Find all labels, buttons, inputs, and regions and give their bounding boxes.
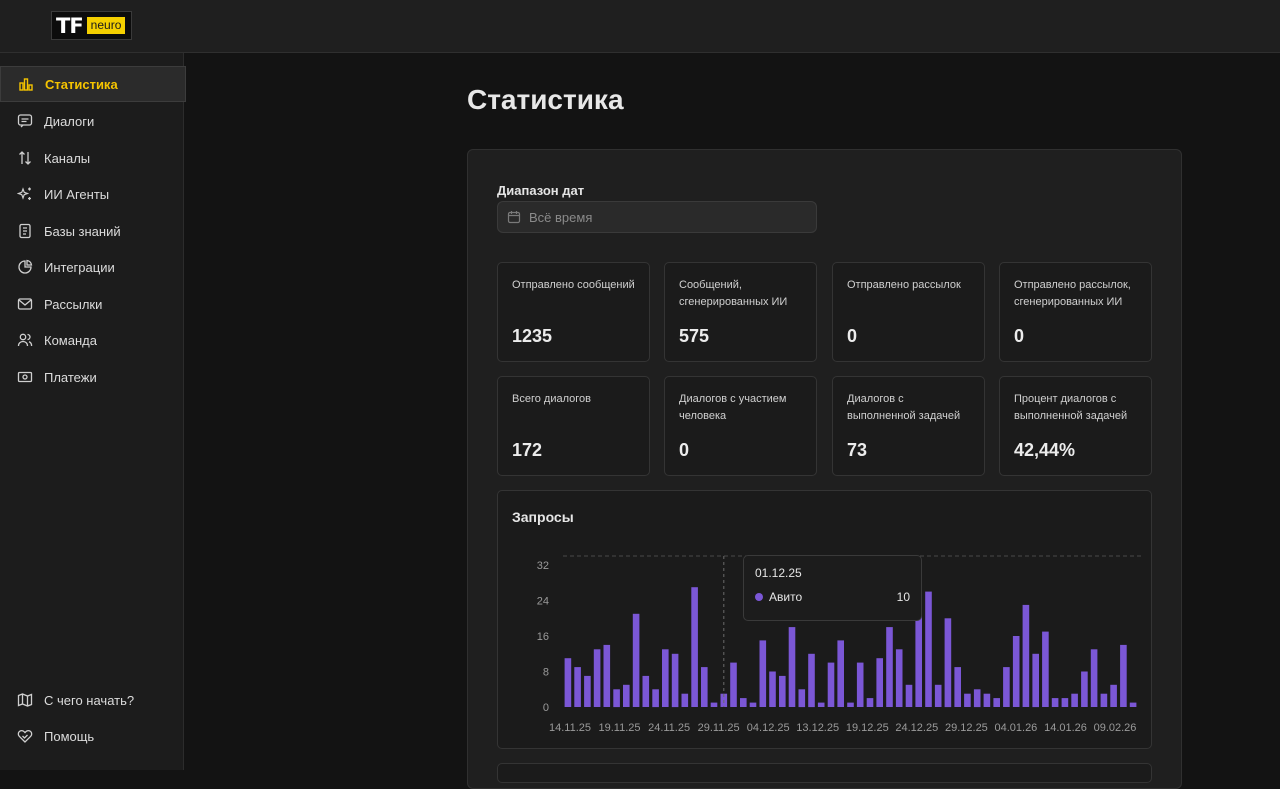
stat-card: Отправлено сообщений 1235 [497,262,650,362]
pie-icon [17,259,33,275]
date-range-placeholder: Всё время [529,209,593,225]
next-card-stub [497,763,1152,783]
bar-chart-icon [18,76,34,92]
stat-card-value: 0 [679,440,690,460]
stat-card-value: 575 [679,326,710,346]
tooltip-date: 01.12.25 [755,566,802,580]
stat-card-label: Сообщений, сгенерированных ИИ [679,279,788,308]
sidebar-item-knowledge-bases[interactable]: Базы знаний [0,213,184,249]
top-bar: TF neuro [0,0,1280,53]
heart-handshake-icon [17,728,33,744]
stat-card-value: 42,44% [1014,440,1076,460]
mail-icon [17,296,33,312]
page-title: Статистика [467,84,624,115]
chart-tooltip: 01.12.25 Авито 10 [743,555,922,621]
chart-title: Запросы [512,509,574,525]
sidebar-item-payments[interactable]: Платежи [0,359,184,395]
logo-neuro: neuro [86,17,126,34]
sidebar-item-dialogs[interactable]: Диалоги [0,103,184,139]
calendar-icon [507,211,521,224]
sidebar-item-channels[interactable]: Каналы [0,140,184,176]
stat-card: Сообщений, сгенерированных ИИ 575 [664,262,817,362]
arrows-updown-icon [17,150,33,166]
map-icon [17,692,33,708]
sidebar-item-mailings[interactable]: Рассылки [0,286,184,322]
sidebar-item-label: Интеграции [44,259,115,275]
stat-card: Процент диалогов с выполненной задачей 4… [999,376,1152,476]
stat-card-label: Диалогов с выполненной задачей [847,393,961,422]
stat-card: Отправлено рассылок, сгенерированных ИИ … [999,262,1152,362]
stat-card: Диалогов с участием человека 0 [664,376,817,476]
sidebar-item-label: Статистика [45,76,118,92]
stat-card-label: Отправлено сообщений [512,279,635,291]
money-icon [17,369,33,385]
stat-card-value: 0 [1014,326,1025,346]
stat-card-value: 73 [847,440,868,460]
book-icon [17,223,33,239]
tooltip-row: Авито 10 [755,590,910,604]
stat-card: Отправлено рассылок 0 [832,262,985,362]
sidebar-item-label: Базы знаний [44,223,121,239]
stat-card-label: Отправлено рассылок, сгенерированных ИИ [1014,279,1131,308]
tooltip-value: 10 [896,590,910,604]
stat-card-value: 1235 [512,326,553,346]
sidebar-item-label: С чего начать? [44,692,135,708]
stat-card-value: 172 [512,440,543,460]
date-range-input[interactable]: Всё время [497,201,817,233]
stat-card: Всего диалогов 172 [497,376,650,476]
stat-card-label: Отправлено рассылок [847,279,961,291]
sidebar: Статистика Диалоги Каналы ИИ Агенты Базы… [0,53,186,770]
sidebar-item-getting-started[interactable]: С чего начать? [0,682,184,718]
sidebar-item-help[interactable]: Помощь [0,718,184,754]
logo-tf: TF [56,13,84,38]
stat-card-label: Диалогов с участием человека [679,393,787,422]
sidebar-item-label: Рассылки [44,296,103,312]
sidebar-item-label: Каналы [44,150,91,166]
sidebar-item-ai-agents[interactable]: ИИ Агенты [0,176,184,212]
stat-card-value: 0 [847,326,858,346]
sidebar-item-label: Помощь [44,728,95,744]
sidebar-item-team[interactable]: Команда [0,322,184,358]
series-dot [755,593,763,601]
sidebar-item-label: ИИ Агенты [44,186,110,202]
stat-card-label: Процент диалогов с выполненной задачей [1014,393,1128,422]
sidebar-item-label: Диалоги [44,113,95,129]
users-icon [17,332,33,348]
sidebar-item-label: Платежи [44,369,97,385]
sparkles-icon [17,186,33,202]
sidebar-item-label: Команда [44,332,97,348]
stat-card-label: Всего диалогов [512,393,591,405]
logo[interactable]: TF neuro [51,11,132,40]
date-range-label: Диапазон дат [497,183,585,198]
sidebar-item-statistics[interactable]: Статистика [0,66,186,102]
sidebar-item-integrations[interactable]: Интеграции [0,249,184,285]
tooltip-series: Авито [769,590,803,604]
stat-card: Диалогов с выполненной задачей 73 [832,376,985,476]
message-icon [17,113,33,129]
